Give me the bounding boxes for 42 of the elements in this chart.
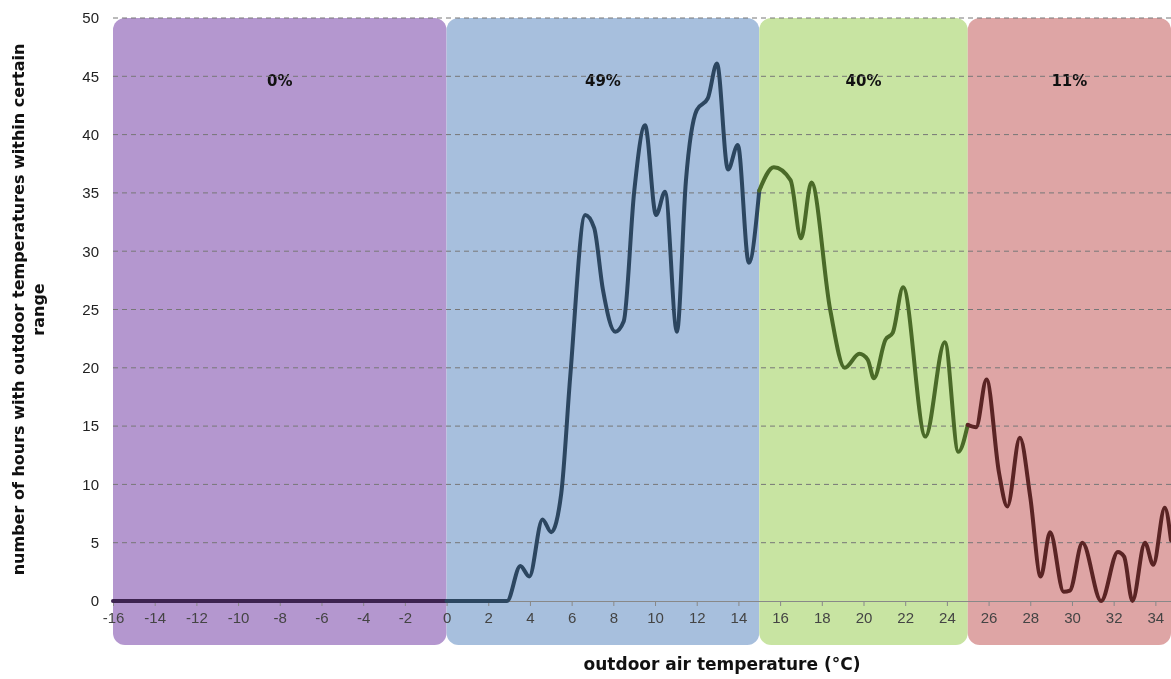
y-axis-title: number of hours with outdoor temperatures within certain range [9,43,48,576]
x-tick-label: 20 [855,608,873,626]
x-tick-label: 32 [1105,608,1123,626]
band-label: 11% [1051,72,1088,91]
x-tick-label: 14 [730,608,748,626]
y-tick-label: 10 [82,475,99,493]
band-label: 40% [845,72,882,91]
x-tick-label: -4 [357,608,371,626]
x-tick-label: 18 [813,608,831,626]
y-tick-label: 25 [82,300,99,318]
y-tick-label: 35 [82,184,99,202]
x-tick-label: 24 [939,608,956,626]
x-axis-title: outdoor air temperature (°C) [583,654,861,674]
x-tick-label: -2 [398,608,413,626]
y-tick-label: 5 [90,534,99,551]
x-tick-label: -14 [144,608,167,626]
x-tick-label: 26 [980,608,998,626]
y-tick-label: 30 [82,242,99,260]
band-label: 0% [267,72,293,91]
x-tick-label: -10 [227,608,250,626]
x-tick-label: 12 [688,608,706,626]
y-tick-label: 15 [82,417,99,435]
x-tick-label: 0 [442,608,452,626]
x-tick-label: 10 [647,608,664,626]
band-label: 49% [584,72,621,91]
x-tick-label: 22 [897,608,915,626]
y-tick-label: 40 [82,125,99,143]
x-tick-label: 4 [526,608,535,626]
x-tick-label: 6 [567,608,577,626]
x-tick-label: 2 [484,608,493,626]
x-tick-label: 34 [1147,608,1165,626]
x-tick-label: 16 [772,608,789,626]
x-tick-label: 30 [1064,608,1081,626]
x-tick-label: 28 [1022,608,1040,626]
x-tick-label: -8 [273,608,287,626]
x-tick-label: -12 [186,608,208,626]
y-tick-label: 50 [82,9,99,27]
x-tick-label: -6 [315,608,329,626]
y-tick-label: 0 [90,592,99,610]
x-tick-label: 8 [609,608,619,626]
y-tick-label: 20 [82,359,99,377]
y-tick-label: 45 [82,67,99,85]
